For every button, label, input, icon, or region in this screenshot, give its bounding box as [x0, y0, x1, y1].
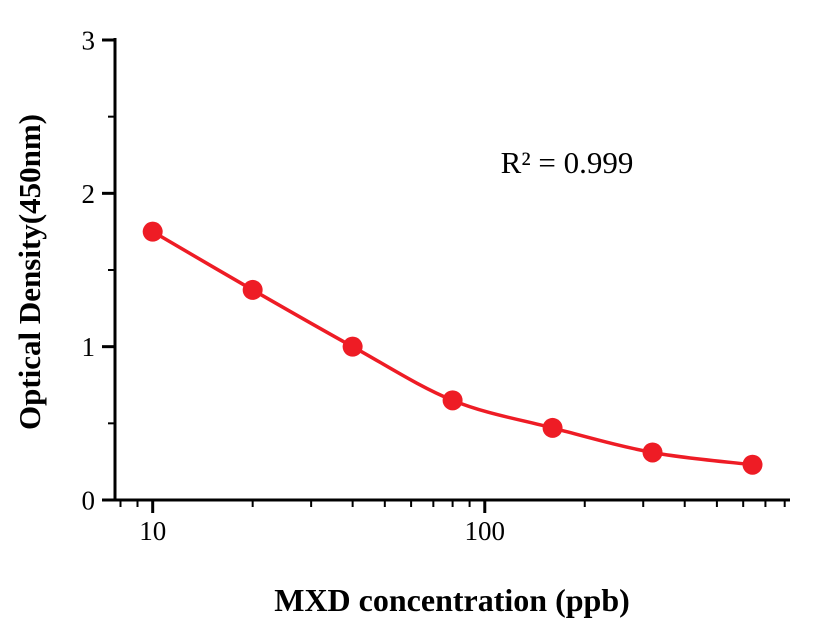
data-point: [742, 454, 763, 475]
data-point: [342, 336, 363, 357]
data-point: [242, 279, 263, 300]
x-tick-label: 10: [139, 516, 166, 546]
x-axis-title: MXD concentration (ppb): [274, 582, 630, 618]
y-tick-label: 1: [82, 332, 96, 362]
y-axis-title: Optical Density(450nm): [12, 113, 47, 431]
data-point: [442, 390, 463, 411]
y-tick-label: 0: [82, 485, 96, 515]
data-point: [142, 221, 163, 242]
r-squared-annotation: R² = 0.999: [500, 145, 634, 180]
data-point: [642, 442, 663, 463]
y-tick-label: 2: [82, 179, 96, 209]
data-point: [542, 417, 563, 438]
curve-line: [151, 230, 753, 467]
y-tick-label: 3: [82, 25, 96, 55]
x-tick-label: 100: [465, 516, 506, 546]
